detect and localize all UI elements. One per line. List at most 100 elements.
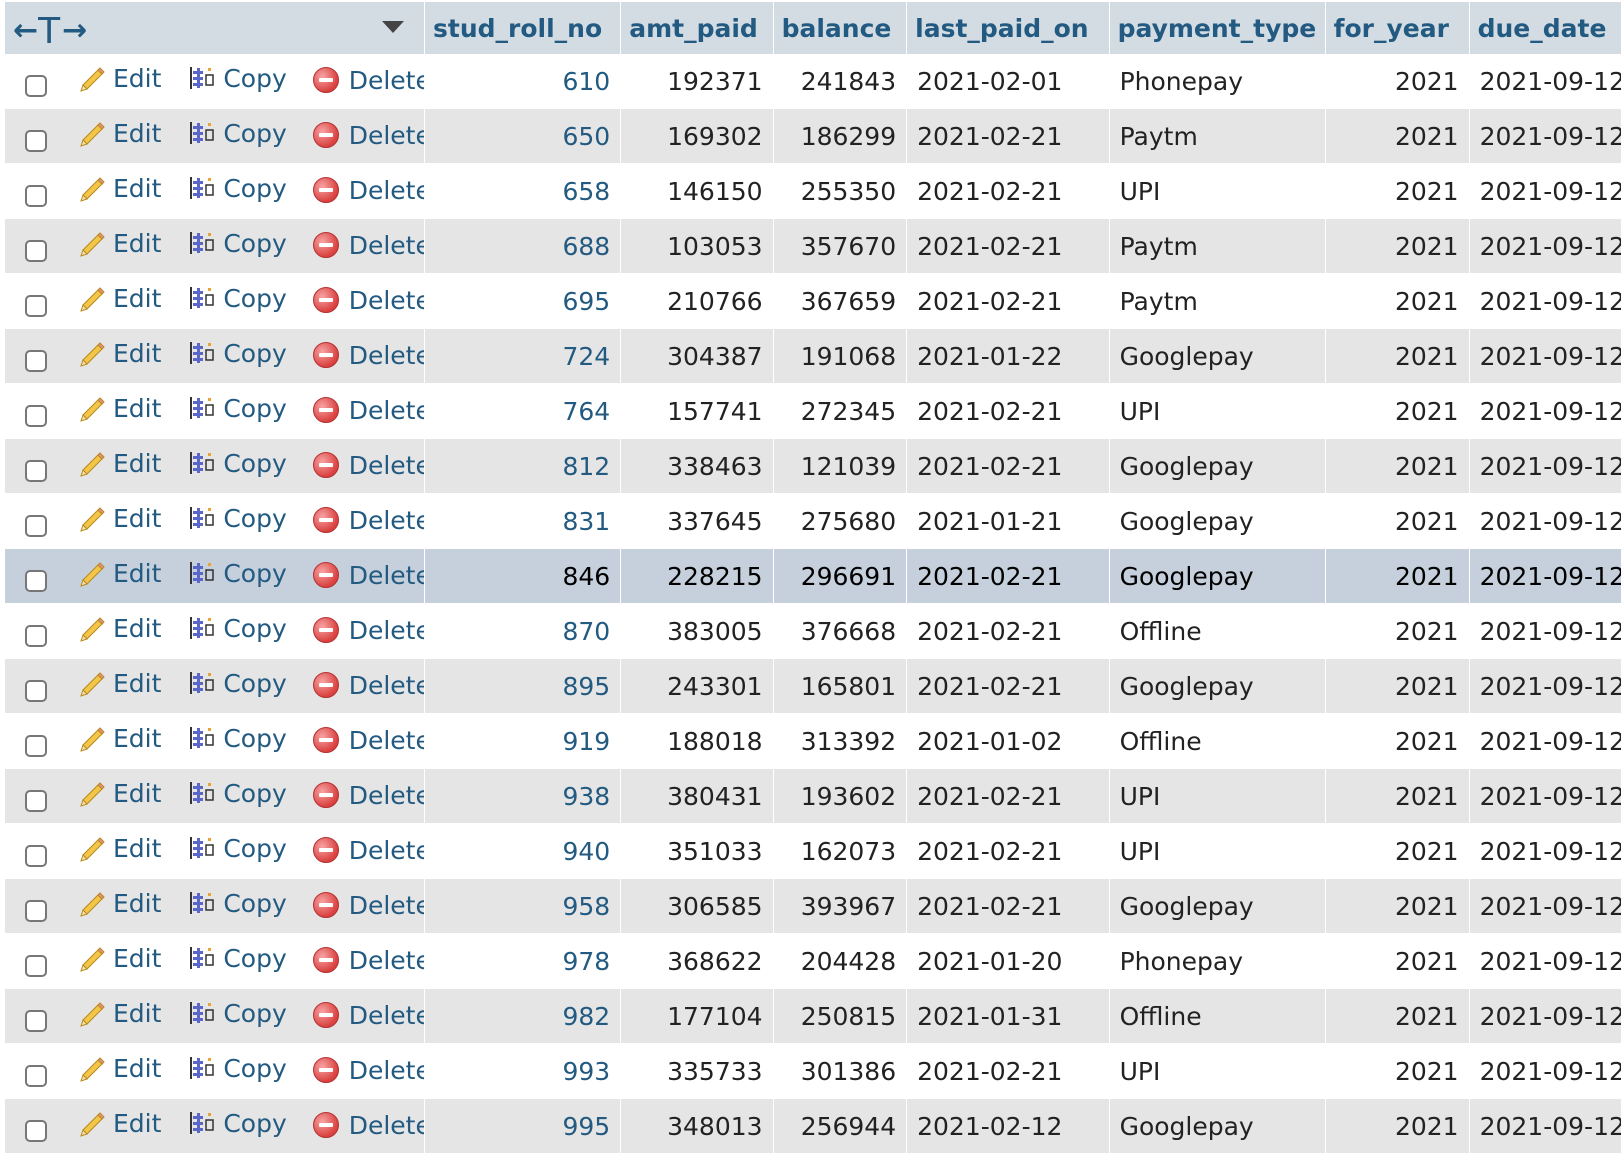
copy-button[interactable]: Copy — [187, 63, 287, 93]
column-controls-header[interactable]: ←T→ — [5, 2, 426, 54]
cell-stud-roll-no[interactable]: 940 — [424, 823, 622, 879]
cell-stud-roll-no[interactable]: 846 — [424, 548, 622, 604]
cell-stud-roll-no[interactable]: 695 — [424, 273, 622, 329]
cell-stud-roll-no[interactable]: 724 — [424, 328, 622, 384]
table-row[interactable]: Edit Copy Delete 938 380431 — [5, 768, 1623, 824]
row-select-checkbox[interactable] — [25, 295, 47, 317]
row-select-checkbox[interactable] — [25, 1010, 47, 1032]
edit-button[interactable]: Edit — [77, 558, 161, 588]
sort-arrow-icon[interactable] — [382, 21, 405, 33]
edit-button[interactable]: Edit — [77, 228, 161, 258]
table-row[interactable]: Edit Copy Delete 940 351033 — [5, 823, 1623, 879]
column-header-last-paid-on[interactable]: last_paid_on — [906, 2, 1110, 54]
delete-button[interactable]: Delete — [312, 341, 424, 370]
column-header-due-date[interactable]: due_date — [1469, 2, 1623, 54]
cell-stud-roll-no[interactable]: 958 — [424, 878, 622, 934]
row-select-checkbox[interactable] — [25, 955, 47, 977]
cell-stud-roll-no[interactable]: 650 — [424, 108, 622, 164]
edit-button[interactable]: Edit — [77, 338, 161, 368]
table-row[interactable]: Edit Copy Delete 846 228215 — [5, 548, 1623, 604]
delete-button[interactable]: Delete — [312, 781, 424, 810]
cell-stud-roll-no[interactable]: 610 — [424, 54, 622, 109]
copy-button[interactable]: Copy — [187, 723, 287, 753]
cell-stud-roll-no[interactable]: 978 — [424, 933, 622, 989]
row-select-checkbox[interactable] — [25, 75, 47, 97]
delete-button[interactable]: Delete — [312, 891, 424, 920]
table-row[interactable]: Edit Copy Delete 982 177104 — [5, 988, 1623, 1044]
edit-button[interactable]: Edit — [77, 118, 161, 148]
delete-button[interactable]: Delete — [312, 231, 424, 260]
row-select-checkbox[interactable] — [25, 1120, 47, 1142]
table-row[interactable]: Edit Copy Delete 658 146150 — [5, 163, 1623, 219]
copy-button[interactable]: Copy — [187, 998, 287, 1028]
copy-button[interactable]: Copy — [187, 393, 287, 423]
table-row[interactable]: Edit Copy Delete 724 304387 — [5, 328, 1623, 384]
table-row[interactable]: Edit Copy Delete 764 157741 — [5, 383, 1623, 439]
row-select-checkbox[interactable] — [25, 680, 47, 702]
row-select-checkbox[interactable] — [25, 900, 47, 922]
delete-button[interactable]: Delete — [312, 66, 424, 95]
edit-button[interactable]: Edit — [77, 503, 161, 533]
resize-right-arrow-icon[interactable]: → — [62, 12, 87, 48]
row-select-checkbox[interactable] — [25, 845, 47, 867]
row-select-checkbox[interactable] — [25, 350, 47, 372]
cell-stud-roll-no[interactable]: 812 — [424, 438, 622, 494]
delete-button[interactable]: Delete — [312, 1056, 424, 1085]
copy-button[interactable]: Copy — [187, 1108, 287, 1138]
edit-button[interactable]: Edit — [77, 943, 161, 973]
cell-stud-roll-no[interactable]: 688 — [424, 218, 622, 274]
edit-button[interactable]: Edit — [77, 393, 161, 423]
cell-stud-roll-no[interactable]: 764 — [424, 383, 622, 439]
copy-button[interactable]: Copy — [187, 228, 287, 258]
delete-button[interactable]: Delete — [312, 1001, 424, 1030]
table-row[interactable]: Edit Copy Delete 831 337645 — [5, 493, 1623, 549]
column-header-for-year[interactable]: for_year — [1325, 2, 1470, 54]
copy-button[interactable]: Copy — [187, 173, 287, 203]
delete-button[interactable]: Delete — [312, 616, 424, 645]
edit-button[interactable]: Edit — [77, 1108, 161, 1138]
delete-button[interactable]: Delete — [312, 396, 424, 425]
row-select-checkbox[interactable] — [25, 240, 47, 262]
cell-stud-roll-no[interactable]: 895 — [424, 658, 622, 714]
row-select-checkbox[interactable] — [25, 405, 47, 427]
edit-button[interactable]: Edit — [77, 833, 161, 863]
row-select-checkbox[interactable] — [25, 515, 47, 537]
delete-button[interactable]: Delete — [312, 286, 424, 315]
copy-button[interactable]: Copy — [187, 448, 287, 478]
row-select-checkbox[interactable] — [25, 130, 47, 152]
row-select-checkbox[interactable] — [25, 625, 47, 647]
copy-button[interactable]: Copy — [187, 778, 287, 808]
copy-button[interactable]: Copy — [187, 558, 287, 588]
copy-button[interactable]: Copy — [187, 668, 287, 698]
column-header-payment-type[interactable]: payment_type — [1109, 2, 1326, 54]
cell-stud-roll-no[interactable]: 831 — [424, 493, 622, 549]
copy-button[interactable]: Copy — [187, 833, 287, 863]
table-row[interactable]: Edit Copy Delete 995 348013 — [5, 1098, 1623, 1154]
edit-button[interactable]: Edit — [77, 1053, 161, 1083]
column-header-amt-paid[interactable]: amt_paid — [620, 2, 774, 54]
row-select-checkbox[interactable] — [25, 735, 47, 757]
row-select-checkbox[interactable] — [25, 460, 47, 482]
cell-stud-roll-no[interactable]: 870 — [424, 603, 622, 659]
edit-button[interactable]: Edit — [77, 448, 161, 478]
delete-button[interactable]: Delete — [312, 671, 424, 700]
table-row[interactable]: Edit Copy Delete 919 188018 — [5, 713, 1623, 769]
copy-button[interactable]: Copy — [187, 613, 287, 643]
table-row[interactable]: Edit Copy Delete 895 243301 — [5, 658, 1623, 714]
row-select-checkbox[interactable] — [25, 1065, 47, 1087]
delete-button[interactable]: Delete — [312, 946, 424, 975]
resize-left-arrow-icon[interactable]: ← — [13, 12, 38, 48]
delete-button[interactable]: Delete — [312, 121, 424, 150]
edit-button[interactable]: Edit — [77, 173, 161, 203]
column-header-balance[interactable]: balance — [773, 2, 908, 54]
copy-button[interactable]: Copy — [187, 503, 287, 533]
cell-stud-roll-no[interactable]: 982 — [424, 988, 622, 1044]
copy-button[interactable]: Copy — [187, 118, 287, 148]
delete-button[interactable]: Delete — [312, 451, 424, 480]
delete-button[interactable]: Delete — [312, 506, 424, 535]
table-row[interactable]: Edit Copy Delete 695 210766 — [5, 273, 1623, 329]
table-row[interactable]: Edit Copy Delete 812 338463 — [5, 438, 1623, 494]
edit-button[interactable]: Edit — [77, 778, 161, 808]
copy-button[interactable]: Copy — [187, 283, 287, 313]
edit-button[interactable]: Edit — [77, 723, 161, 753]
